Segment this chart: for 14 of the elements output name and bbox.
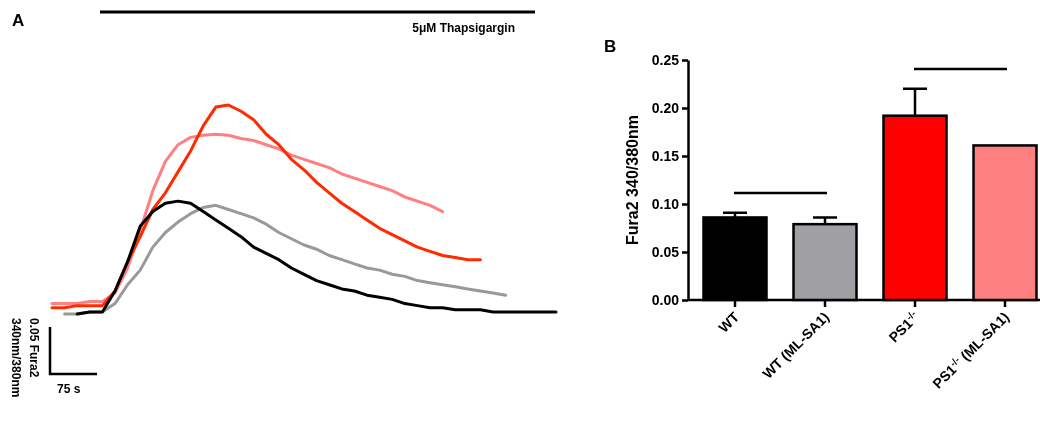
chart-title: A [12, 11, 25, 30]
y-tick-label: 0.05 [651, 243, 680, 260]
chart-title: B [604, 37, 617, 56]
text: 340nm/380nm [9, 318, 23, 398]
y-axis-title: Fura2 340/380nm [624, 115, 641, 245]
y-tick-label: 0.20 [651, 99, 680, 116]
x-tick-label: WT [715, 308, 743, 336]
y-tick-label: 0.10 [651, 195, 680, 212]
text: 0.05 Fura2 [27, 318, 41, 378]
y-tick-label: 0.00 [651, 291, 680, 308]
text: 5μM Thapsigargin [412, 21, 515, 35]
text: 75 s [57, 382, 81, 396]
y-tick-label: 0.15 [651, 147, 680, 164]
y-tick-label: 0.25 [651, 51, 680, 68]
